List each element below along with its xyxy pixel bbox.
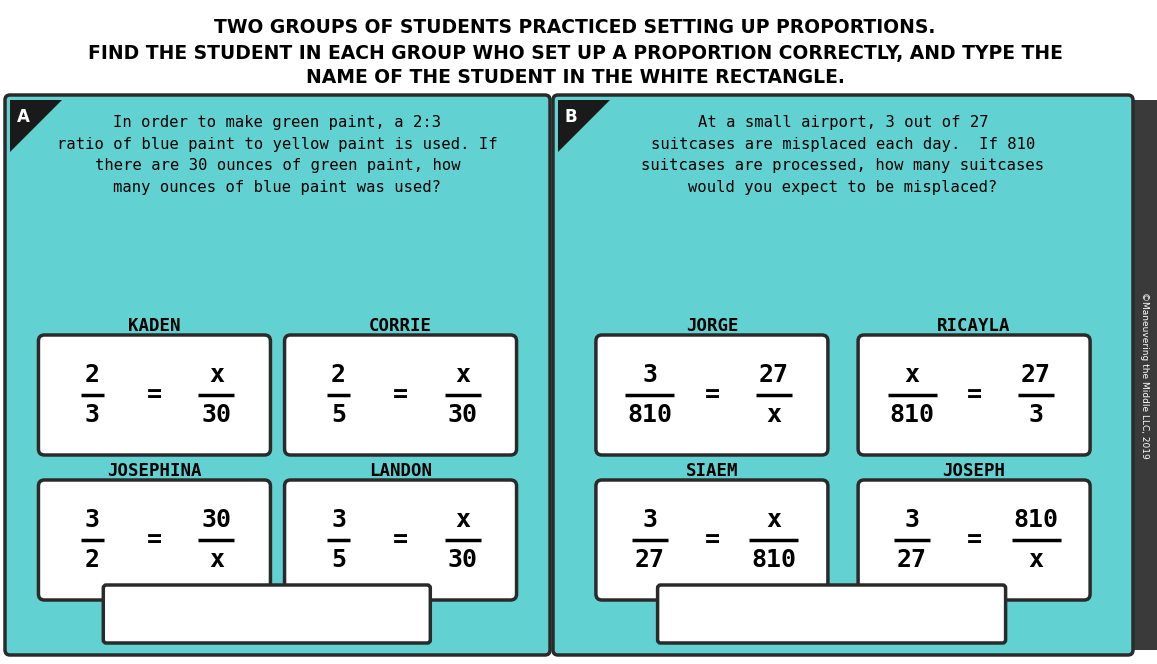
- Text: 810: 810: [890, 403, 935, 427]
- Text: FIND THE STUDENT IN EACH GROUP WHO SET UP A PROPORTION CORRECTLY, AND TYPE THE: FIND THE STUDENT IN EACH GROUP WHO SET U…: [88, 44, 1062, 63]
- Text: 5: 5: [331, 403, 346, 427]
- FancyBboxPatch shape: [103, 585, 430, 643]
- Text: 30: 30: [201, 508, 231, 532]
- FancyBboxPatch shape: [1130, 100, 1157, 650]
- Text: x: x: [209, 363, 224, 387]
- FancyBboxPatch shape: [5, 95, 550, 655]
- Text: KADEN: KADEN: [128, 317, 180, 335]
- Text: x: x: [905, 363, 920, 387]
- Text: CORRIE: CORRIE: [369, 317, 432, 335]
- Text: ©Maneuvering the Middle LLC, 2019: ©Maneuvering the Middle LLC, 2019: [1141, 291, 1150, 458]
- Text: 3: 3: [331, 508, 346, 532]
- Polygon shape: [10, 100, 62, 152]
- Text: JOSEPH: JOSEPH: [943, 462, 1005, 480]
- Text: x: x: [766, 508, 781, 532]
- Text: SIAEM: SIAEM: [686, 462, 738, 480]
- Text: 27: 27: [759, 363, 789, 387]
- Text: =: =: [393, 383, 408, 407]
- FancyBboxPatch shape: [38, 335, 271, 455]
- Text: 3: 3: [642, 363, 657, 387]
- Text: LANDON: LANDON: [369, 462, 432, 480]
- FancyBboxPatch shape: [596, 335, 828, 455]
- Text: 3: 3: [1029, 403, 1044, 427]
- Text: 27: 27: [1022, 363, 1051, 387]
- Text: A: A: [17, 108, 30, 126]
- FancyBboxPatch shape: [285, 335, 516, 455]
- Text: x: x: [209, 548, 224, 572]
- FancyBboxPatch shape: [596, 480, 828, 600]
- Text: =: =: [147, 383, 162, 407]
- Text: 3: 3: [905, 508, 920, 532]
- Text: In order to make green paint, a 2:3
ratio of blue paint to yellow paint is used.: In order to make green paint, a 2:3 rati…: [57, 115, 498, 195]
- FancyBboxPatch shape: [858, 335, 1090, 455]
- Text: x: x: [455, 508, 470, 532]
- Text: TWO GROUPS OF STUDENTS PRACTICED SETTING UP PROPORTIONS.: TWO GROUPS OF STUDENTS PRACTICED SETTING…: [214, 18, 936, 37]
- Text: x: x: [766, 403, 781, 427]
- Text: RICAYLA: RICAYLA: [937, 317, 1011, 335]
- Text: 810: 810: [627, 403, 672, 427]
- Text: B: B: [565, 108, 577, 126]
- Text: JOSEPHINA: JOSEPHINA: [108, 462, 201, 480]
- Text: x: x: [455, 363, 470, 387]
- FancyBboxPatch shape: [285, 480, 516, 600]
- Text: =: =: [966, 528, 981, 552]
- Text: x: x: [1029, 548, 1044, 572]
- Text: 27: 27: [635, 548, 665, 572]
- Text: 3: 3: [84, 403, 100, 427]
- Text: 30: 30: [201, 403, 231, 427]
- FancyBboxPatch shape: [0, 0, 1157, 100]
- Text: At a small airport, 3 out of 27
suitcases are misplaced each day.  If 810
suitca: At a small airport, 3 out of 27 suitcase…: [641, 115, 1045, 195]
- Text: 3: 3: [642, 508, 657, 532]
- Text: 810: 810: [751, 548, 796, 572]
- FancyBboxPatch shape: [858, 480, 1090, 600]
- Text: =: =: [705, 528, 720, 552]
- Text: 2: 2: [84, 548, 100, 572]
- Text: =: =: [147, 528, 162, 552]
- Polygon shape: [558, 100, 610, 152]
- Text: =: =: [966, 383, 981, 407]
- Text: =: =: [393, 528, 408, 552]
- Text: JORGE: JORGE: [686, 317, 738, 335]
- Text: 3: 3: [84, 508, 100, 532]
- Text: 2: 2: [84, 363, 100, 387]
- FancyBboxPatch shape: [553, 95, 1133, 655]
- Text: 27: 27: [897, 548, 927, 572]
- Text: 5: 5: [331, 548, 346, 572]
- Text: =: =: [705, 383, 720, 407]
- Text: 2: 2: [331, 363, 346, 387]
- Text: 30: 30: [448, 548, 478, 572]
- FancyBboxPatch shape: [38, 480, 271, 600]
- Text: NAME OF THE STUDENT IN THE WHITE RECTANGLE.: NAME OF THE STUDENT IN THE WHITE RECTANG…: [305, 68, 845, 87]
- Text: 810: 810: [1014, 508, 1059, 532]
- Text: 30: 30: [448, 403, 478, 427]
- FancyBboxPatch shape: [657, 585, 1005, 643]
